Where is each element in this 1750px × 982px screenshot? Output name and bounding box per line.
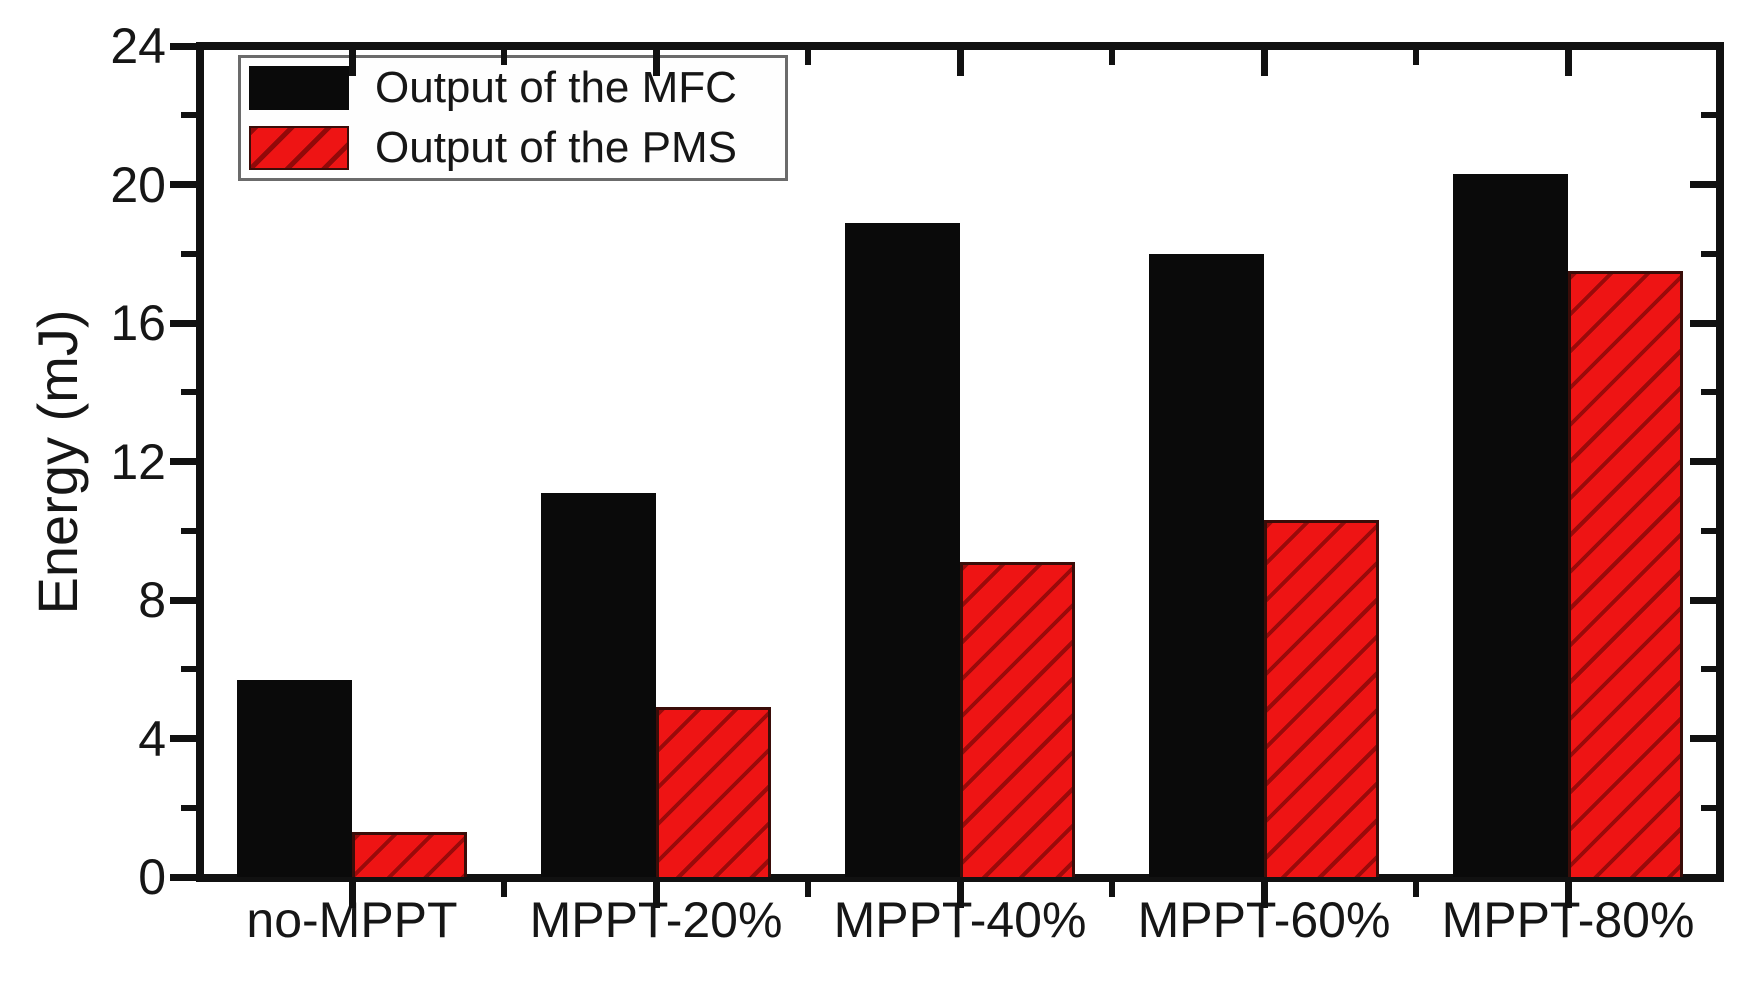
x-minor-tick-bottom — [1413, 882, 1419, 897]
legend: Output of the MFC Output of the PMS — [238, 55, 788, 181]
y-major-tick-left — [170, 319, 196, 327]
y-minor-tick-left — [181, 666, 196, 673]
bar-mfc — [845, 222, 960, 877]
legend-swatch-black-icon — [249, 66, 349, 110]
x-major-tick-top — [1260, 50, 1268, 76]
y-tick-label: 24 — [110, 18, 166, 74]
y-minor-tick-right — [1701, 527, 1716, 534]
y-tick-label: 4 — [138, 710, 166, 767]
y-major-tick-left — [170, 181, 196, 188]
y-major-tick-left — [170, 735, 196, 742]
y-tick-label: 20 — [110, 156, 166, 213]
x-major-tick-top — [652, 50, 660, 76]
y-tick-label: 8 — [138, 572, 166, 628]
y-major-tick-right — [1690, 319, 1716, 327]
bar-pms — [656, 707, 771, 877]
bar-pms — [352, 831, 467, 877]
x-minor-tick-bottom — [501, 882, 507, 897]
x-minor-tick-bottom — [1109, 882, 1115, 897]
bar-mfc — [1453, 174, 1568, 877]
bar-pms — [1264, 520, 1379, 877]
bar-mfc — [237, 679, 352, 877]
y-major-tick-right — [1690, 596, 1716, 604]
y-major-tick-right — [1690, 873, 1716, 881]
x-minor-tick-top — [805, 50, 811, 65]
x-major-tick-top — [348, 50, 356, 76]
y-tick-label: 16 — [110, 295, 166, 351]
x-major-tick-bottom — [1260, 882, 1268, 908]
y-minor-tick-left — [181, 112, 196, 119]
y-minor-tick-right — [1701, 389, 1716, 396]
bar-pms — [1568, 271, 1683, 877]
y-minor-tick-left — [181, 804, 196, 811]
legend-label-mfc: Output of the MFC — [375, 63, 737, 112]
legend-item-mfc: Output of the MFC — [241, 58, 785, 118]
x-major-tick-top — [956, 50, 964, 76]
y-major-tick-left — [170, 458, 196, 465]
x-minor-tick-top — [1413, 50, 1419, 65]
x-major-tick-bottom — [1564, 882, 1572, 908]
y-minor-tick-right — [1701, 250, 1716, 257]
y-major-tick-left — [170, 42, 196, 50]
y-tick-label: 0 — [138, 849, 166, 905]
x-major-tick-bottom — [956, 882, 964, 908]
y-minor-tick-right — [1701, 112, 1716, 119]
y-minor-tick-left — [181, 527, 196, 534]
bar-mfc — [541, 492, 656, 877]
y-tick-label: 12 — [110, 433, 166, 490]
y-minor-tick-left — [181, 250, 196, 257]
legend-swatch-red-hatched-icon — [249, 126, 349, 170]
y-major-tick-right — [1690, 181, 1716, 188]
bar-pms — [960, 561, 1075, 877]
y-minor-tick-right — [1701, 804, 1716, 811]
y-minor-tick-right — [1701, 666, 1716, 673]
legend-label-pms: Output of the PMS — [375, 123, 737, 172]
y-major-tick-right — [1690, 42, 1716, 50]
x-major-tick-bottom — [348, 882, 356, 908]
y-minor-tick-left — [181, 389, 196, 396]
x-minor-tick-top — [1109, 50, 1115, 65]
x-minor-tick-top — [501, 50, 507, 65]
y-major-tick-left — [170, 596, 196, 604]
bar-mfc — [1149, 253, 1264, 877]
y-major-tick-right — [1690, 735, 1716, 742]
y-major-tick-left — [170, 873, 196, 881]
y-major-tick-right — [1690, 458, 1716, 465]
x-minor-tick-bottom — [805, 882, 811, 897]
x-major-tick-top — [1564, 50, 1572, 76]
x-major-tick-bottom — [652, 882, 660, 908]
legend-item-pms: Output of the PMS — [241, 118, 785, 178]
